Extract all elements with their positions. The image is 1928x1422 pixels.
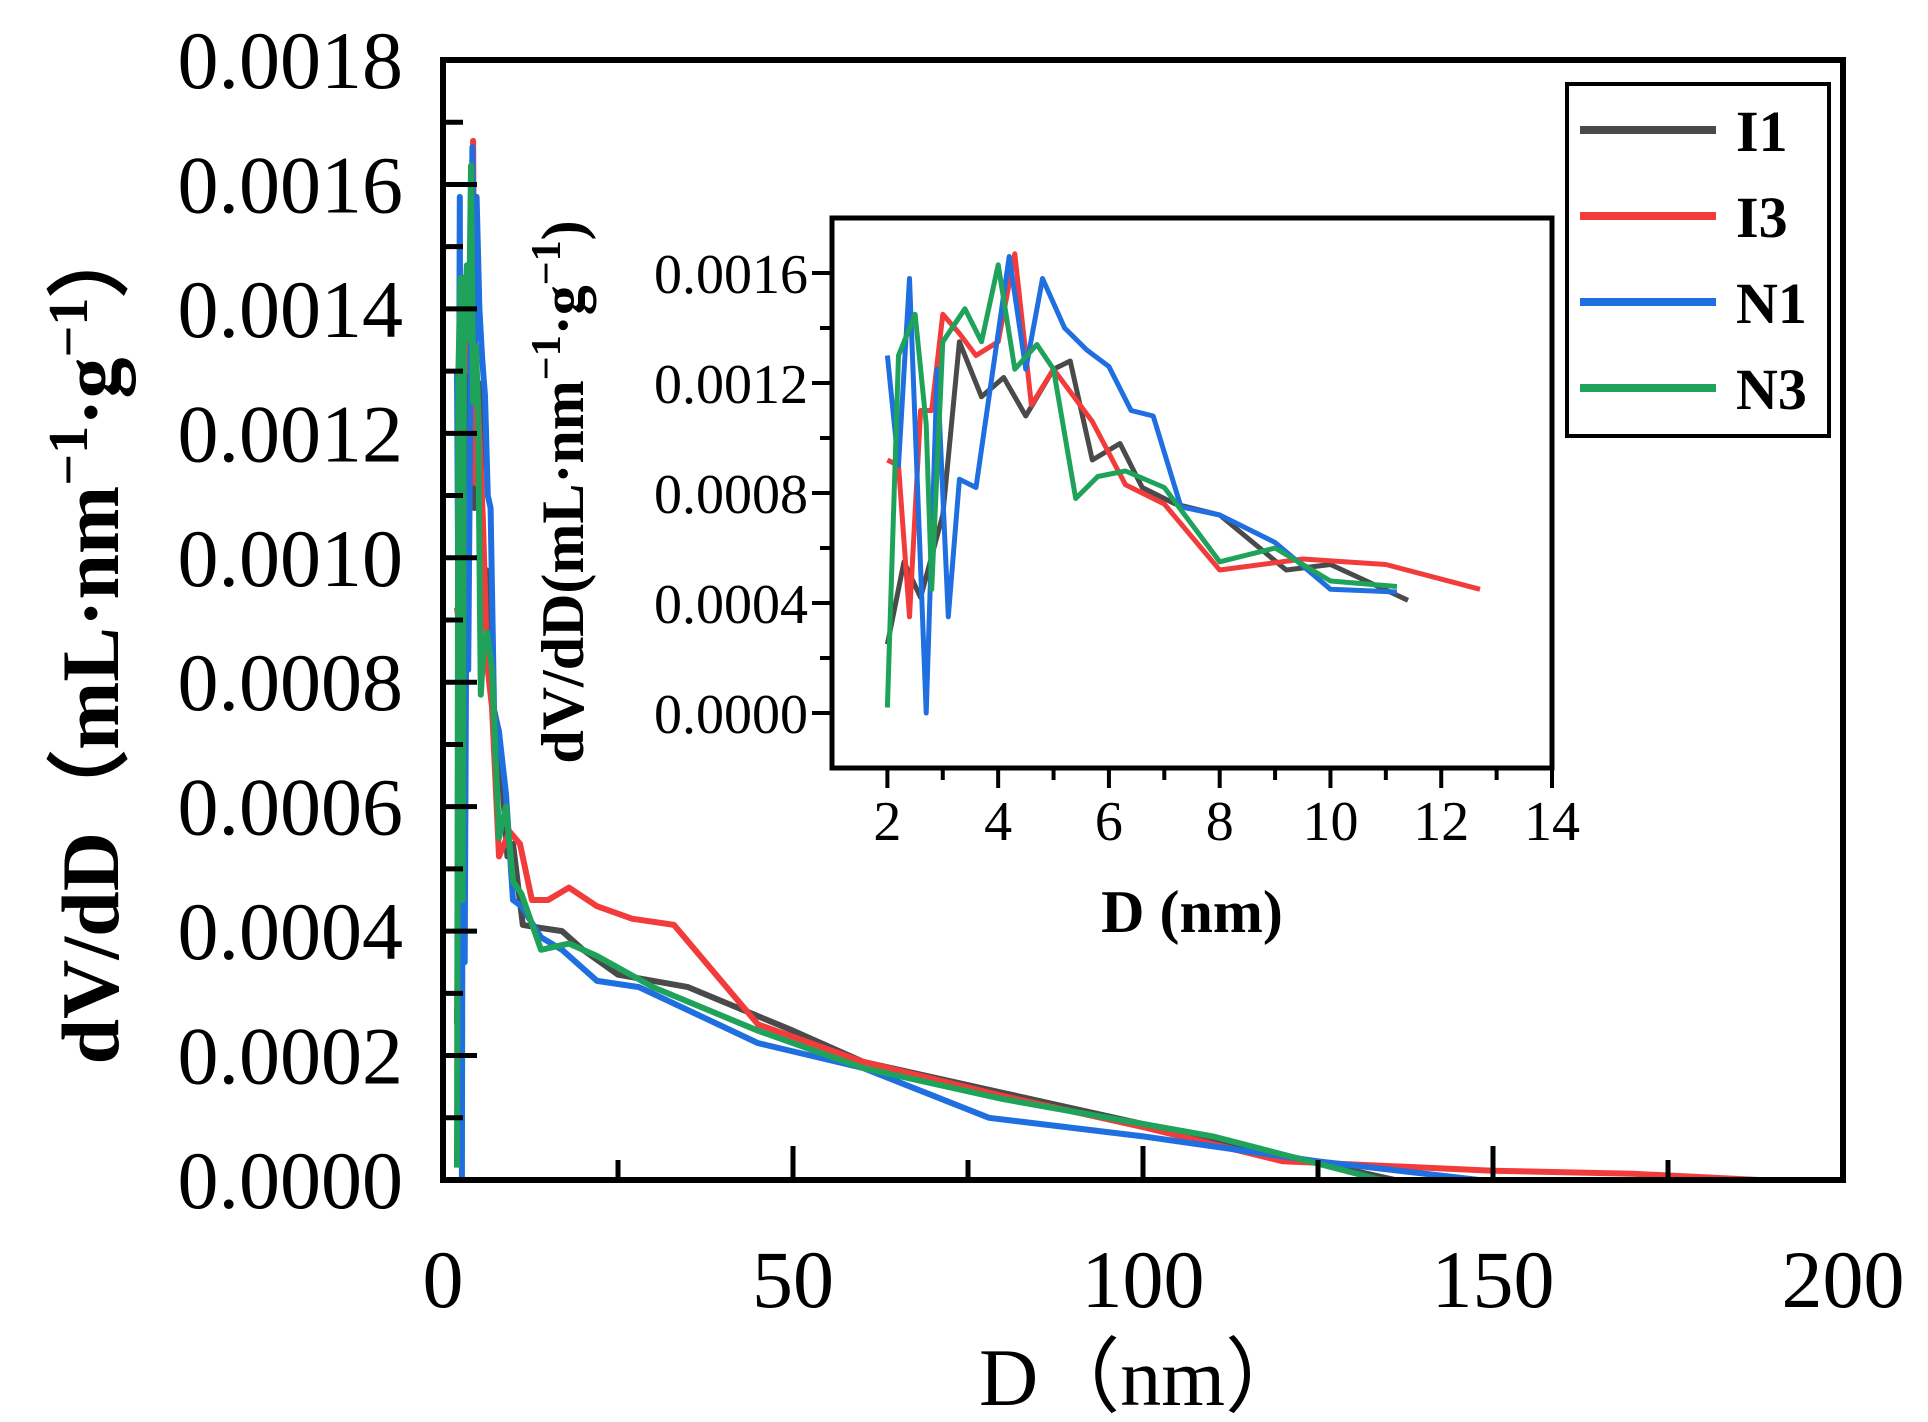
x-tick-label: 150 <box>1432 1234 1555 1325</box>
inset-series-line-n1 <box>884 254 1398 716</box>
inset-plot: 2 4 6 8 10 12 14 0.0000 0.0004 0.0008 0.0012 0.0016… <box>524 215 1580 945</box>
inset-x-axis-title: D (nm) <box>1101 879 1283 945</box>
legend-label-n1: N1 <box>1736 271 1807 336</box>
y-axis-title-sup1: −1 <box>38 426 100 486</box>
y-tick-label: 0.0002 <box>178 1011 404 1102</box>
legend-label-i3: I3 <box>1736 185 1788 250</box>
y-tick-label: 0.0014 <box>178 264 404 355</box>
x-tick-label: 200 <box>1782 1234 1905 1325</box>
y-tick-label: 0.0008 <box>178 637 404 728</box>
y-tick-label: 0.0018 <box>178 15 404 106</box>
y-axis-title-main: dV/dD（mL·nm <box>45 486 136 1065</box>
y-tick-label: 0.0012 <box>178 388 404 479</box>
inset-x-tick-label: 8 <box>1206 791 1234 853</box>
inset-y-tick-label: 0.0016 <box>654 244 808 306</box>
y-tick-label: 0.0010 <box>178 513 404 604</box>
inset-y-tick-label: 0.0008 <box>654 464 808 526</box>
y-axis-title-mid: ·g <box>45 357 136 425</box>
main-plot: 0 50 100 150 200 0.0000 0.0002 0.0004 0.0006 0.00… <box>38 15 1905 1422</box>
inset-series-line-i1 <box>884 339 1410 645</box>
y-axis-title: dV/dD（mL·nm−1·g−1） <box>38 216 136 1065</box>
main-axis-ticks <box>440 119 1846 1180</box>
inset-y-axis-title-sup2: −1 <box>524 240 570 285</box>
inset-x-tick-label: 2 <box>873 791 901 853</box>
main-tick-labels: 0 50 100 150 200 0.0000 0.0002 0.0004 0.0006 0.00… <box>178 15 1905 1325</box>
x-tick-label: 100 <box>1082 1234 1205 1325</box>
y-axis-title-sup2: −1 <box>38 298 100 358</box>
inset-y-tick-label: 0.0000 <box>654 684 808 746</box>
inset-series-group <box>884 251 1481 716</box>
inset-y-axis-title-mid: ·g <box>530 285 596 335</box>
series-line-n3 <box>454 162 1382 1183</box>
legend-label-i1: I1 <box>1736 99 1788 164</box>
main-series-group <box>454 137 1760 1183</box>
y-tick-label: 0.0006 <box>178 762 404 853</box>
inset-tick-labels: 2 4 6 8 10 12 14 0.0000 0.0004 0.0008 0.0012 0.0016 <box>654 244 1580 853</box>
inset-x-tick-label: 6 <box>1095 791 1123 853</box>
inset-y-axis-title-end: ) <box>530 220 596 240</box>
inset-y-tick-label: 0.0004 <box>654 574 808 636</box>
inset-y-axis-title-main: dV/dD(mL·nm <box>530 380 596 763</box>
y-tick-label: 0.0000 <box>178 1135 404 1226</box>
legend-box <box>1565 82 1831 438</box>
inset-x-tick-label: 12 <box>1413 791 1469 853</box>
y-tick-label: 0.0016 <box>178 139 404 230</box>
inset-y-axis-title: dV/dD(mL·nm−1·g−1) <box>524 220 596 763</box>
x-tick-label: 50 <box>752 1234 834 1325</box>
legend: I1 I3 N1 N3 <box>1565 82 1831 438</box>
inset-series-line-n3 <box>884 262 1398 708</box>
legend-label-n3: N3 <box>1736 357 1807 422</box>
x-axis-title: D（nm） <box>979 1332 1307 1422</box>
y-axis-title-end: ） <box>45 216 136 298</box>
inset-y-axis-title-sup1: −1 <box>524 335 570 380</box>
legend-entries: I1 I3 N1 N3 <box>1580 99 1807 422</box>
inset-background <box>832 218 1552 768</box>
inset-x-tick-label: 10 <box>1302 791 1358 853</box>
inset-x-tick-label: 14 <box>1524 791 1580 853</box>
inset-series-line-i3 <box>886 251 1481 620</box>
inset-y-tick-label: 0.0012 <box>654 354 808 416</box>
inset-axis-ticks <box>812 271 1554 788</box>
inset-x-tick-label: 4 <box>984 791 1012 853</box>
x-tick-label: 0 <box>423 1234 464 1325</box>
y-tick-label: 0.0004 <box>178 886 404 977</box>
